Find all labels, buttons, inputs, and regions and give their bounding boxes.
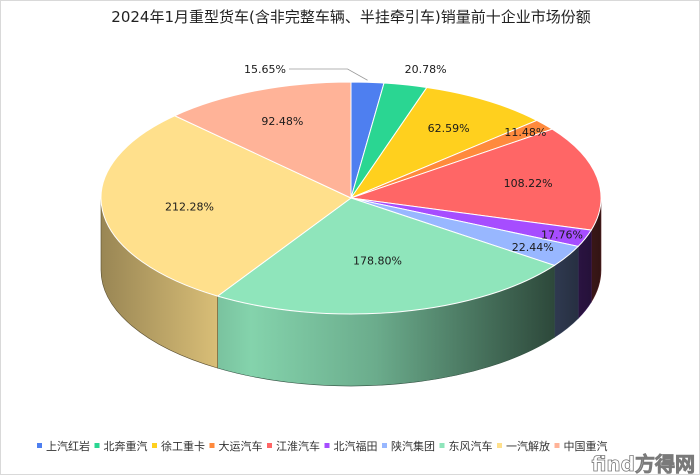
- legend-item-8[interactable]: 一汽解放: [497, 439, 550, 453]
- pie-slice-7[interactable]: [216, 197, 556, 315]
- pie-slice-9[interactable]: [173, 81, 352, 199]
- legend-item-9[interactable]: 中国重汽: [554, 439, 608, 453]
- data-label-6: 22.44%: [512, 241, 554, 254]
- pie-top-face: [100, 81, 602, 315]
- legend-swatch-3: [209, 443, 215, 448]
- legend-swatch-4: [267, 443, 272, 448]
- data-label-5: 17.76%: [541, 228, 583, 241]
- legend-label-7: 东风汽车: [449, 439, 493, 453]
- data-label-2: 62.59%: [428, 122, 470, 135]
- chart-legend: 上汽红岩 北奔重汽 徐工重卡 大运汽车 江淮汽车 北汽福田 陕汽集团 东风汽车 一汽解放 中国重汽: [37, 439, 608, 453]
- legend-item-2[interactable]: 徐工重卡: [152, 439, 205, 453]
- data-label-0: 15.65%: [244, 63, 286, 76]
- legend-label-4: 江淮汽车: [276, 439, 320, 453]
- legend-item-0[interactable]: 上汽红岩: [37, 439, 90, 453]
- legend-label-1: 北奔重汽: [104, 439, 148, 453]
- data-label-8: 212.28%: [165, 200, 214, 213]
- watermark-logo: find方得网: [592, 452, 695, 476]
- data-labels: 15.65% 20.78% 62.59% 11.48% 108.22% 17.76%22.…: [165, 63, 583, 268]
- legend-label-9: 中国重汽: [564, 439, 608, 453]
- pie-slice-2[interactable]: [349, 86, 539, 200]
- legend-item-6[interactable]: 陕汽集团: [382, 439, 435, 453]
- legend-label-3: 大运汽车: [219, 439, 263, 453]
- legend-item-5[interactable]: 北汽福田: [324, 439, 378, 453]
- data-label-1: 20.78%: [405, 63, 447, 76]
- leader-line-0: [289, 68, 368, 81]
- data-label-3: 11.48%: [504, 126, 546, 139]
- legend-swatch-8: [497, 443, 502, 448]
- legend-swatch-1: [94, 443, 100, 448]
- pie-slice-4[interactable]: [350, 128, 602, 231]
- pie-side-walls: [100, 197, 602, 387]
- legend-label-8: 一汽解放: [506, 439, 550, 453]
- legend-swatch-6: [382, 443, 387, 448]
- pie-slice-8[interactable]: [100, 115, 352, 297]
- chart-title: 2024年1月重型货车(含非完整车辆、半挂牵引车)销量前十企业市场份额: [111, 8, 591, 26]
- data-label-4: 108.22%: [504, 177, 553, 190]
- legend-label-6: 陕汽集团: [391, 439, 435, 453]
- legend-item-3[interactable]: 大运汽车: [209, 439, 263, 453]
- legend-swatch-2: [152, 443, 157, 448]
- legend-label-5: 北汽福田: [334, 439, 378, 453]
- legend-swatch-7: [439, 443, 445, 448]
- legend-swatch-0: [37, 443, 42, 448]
- legend-item-4[interactable]: 江淮汽车: [267, 439, 320, 453]
- data-label-9: 92.48%: [261, 115, 303, 128]
- legend-label-2: 徐工重卡: [161, 439, 205, 453]
- legend-item-1[interactable]: 北奔重汽: [94, 439, 148, 453]
- legend-label-0: 上汽红岩: [46, 439, 90, 453]
- legend-item-7[interactable]: 东风汽车: [439, 439, 493, 453]
- legend-swatch-5: [324, 443, 330, 448]
- legend-swatch-9: [554, 443, 560, 448]
- data-label-7: 178.80%: [353, 255, 402, 268]
